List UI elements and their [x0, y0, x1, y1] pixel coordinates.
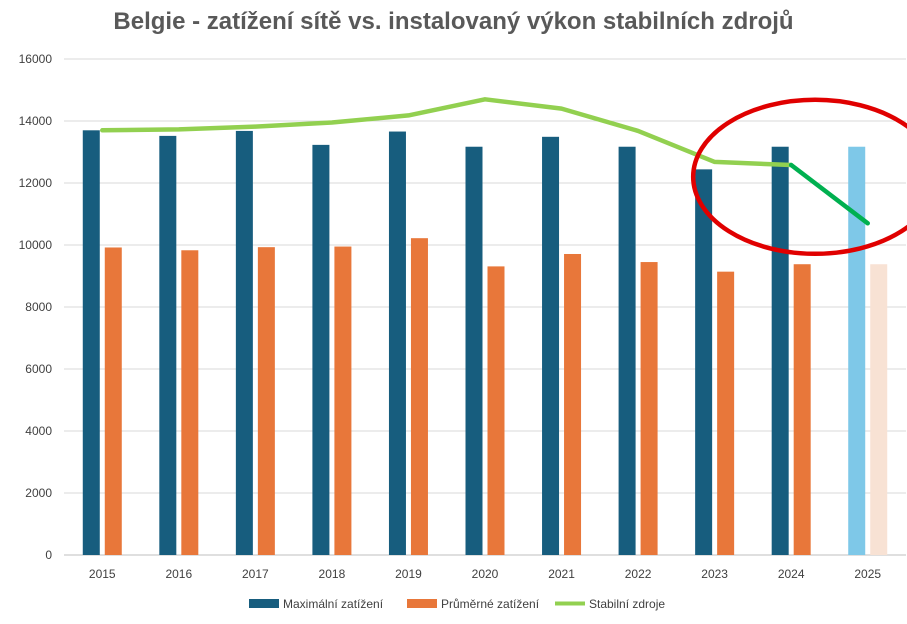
legend-swatch [249, 599, 279, 608]
bar-avg-2024 [793, 264, 811, 555]
x-tick-label: 2025 [854, 567, 881, 581]
x-tick-label: 2021 [548, 567, 575, 581]
bar-avg-2020 [487, 266, 505, 555]
series-line-stable [100, 97, 794, 168]
bar-avg-2018 [334, 246, 352, 556]
bar-avg-2017 [257, 247, 275, 556]
y-tick-label: 6000 [25, 362, 52, 376]
x-tick-label: 2024 [778, 567, 805, 581]
bar-max-2023 [695, 169, 713, 556]
bar-max-2019 [388, 131, 406, 556]
gridlines [64, 58, 906, 556]
legend-item: Maximální zatížení [249, 597, 384, 611]
bar-max-2022 [618, 146, 636, 556]
x-tick-label: 2023 [701, 567, 728, 581]
y-tick-label: 0 [45, 548, 52, 562]
x-tick-label: 2020 [472, 567, 499, 581]
y-tick-label: 2000 [25, 486, 52, 500]
legend-swatch [407, 599, 437, 608]
legend-item: Stabilní zdroje [555, 597, 665, 611]
bar-avg-2022 [640, 262, 658, 555]
x-tick-label: 2016 [165, 567, 192, 581]
annotation-ellipse [690, 97, 907, 257]
x-axis-ticks: 2015 2016 2017 2018 2019 2020 2021 2022 2023 2024… [89, 567, 881, 581]
y-tick-label: 16000 [19, 52, 53, 66]
legend-label: Průměrné zatížení [441, 597, 540, 611]
bar-max-2024 [771, 146, 789, 556]
x-tick-label: 2015 [89, 567, 116, 581]
bar-avg-2023 [717, 271, 735, 555]
y-tick-label: 12000 [19, 176, 53, 190]
bar-avg-2021 [564, 253, 582, 556]
x-tick-label: 2018 [319, 567, 346, 581]
bar-avg-2016 [181, 250, 199, 555]
y-tick-label: 14000 [19, 114, 53, 128]
bar-max-2016 [159, 135, 177, 555]
legend-label: Maximální zatížení [283, 597, 384, 611]
bar-max-2020 [465, 146, 483, 556]
bar-max-2018 [312, 144, 330, 555]
annotations [690, 97, 907, 257]
y-tick-label: 4000 [25, 424, 52, 438]
y-tick-label: 10000 [19, 238, 53, 252]
line-series [100, 97, 870, 226]
series-line-stable-projection [788, 162, 870, 226]
bar-avg-2025 [870, 264, 888, 555]
bar-max-2021 [542, 136, 560, 555]
bar-max-2015 [82, 130, 100, 556]
bar-avg-2019 [410, 238, 428, 555]
x-tick-label: 2017 [242, 567, 269, 581]
bar-avg-2015 [104, 247, 122, 556]
x-tick-label: 2019 [395, 567, 422, 581]
y-tick-label: 8000 [25, 300, 52, 314]
bars [82, 130, 888, 556]
bar-max-2017 [235, 130, 253, 556]
x-tick-label: 2022 [625, 567, 652, 581]
legend-label: Stabilní zdroje [589, 597, 665, 611]
chart-title: Belgie - zatížení sítě vs. instalovaný v… [113, 8, 794, 35]
y-axis-ticks: 0 2000 4000 6000 8000 10000 12000 14000 16000 [19, 52, 53, 562]
legend: Maximální zatížení Průměrné zatížení Stabi… [249, 597, 665, 611]
legend-item: Průměrné zatížení [407, 597, 540, 611]
